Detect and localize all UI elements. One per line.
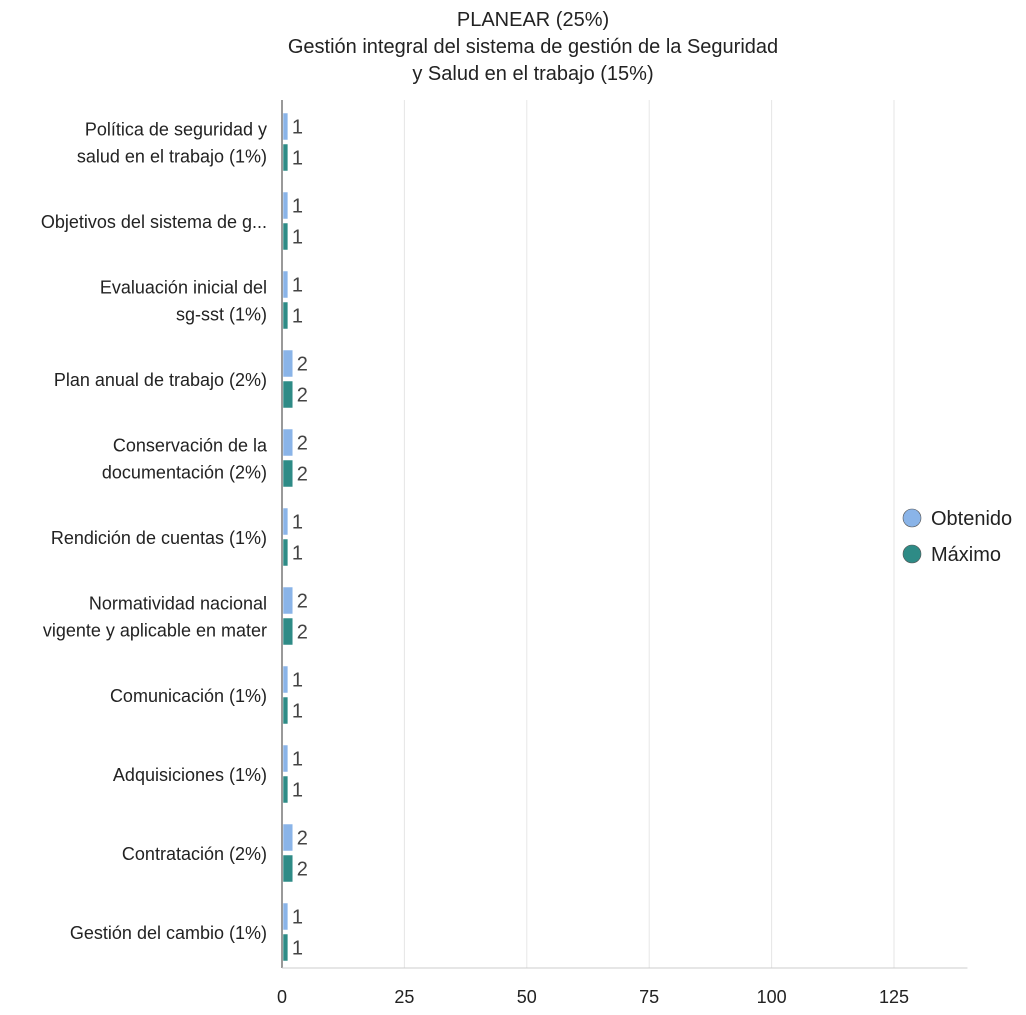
bar-maximo [282,775,289,804]
bar-obtenido [282,902,289,931]
x-tick-labels: 0 25 50 75 100 125 [277,987,909,1007]
chart-title-line: y Salud en el trabajo (15%) [412,63,653,85]
category-label: salud en el trabajo (1%) [77,147,267,167]
category-label: Comunicación (1%) [110,686,267,706]
category-label: documentación (2%) [102,463,267,483]
bar-obtenido [282,349,294,378]
bar-obtenido [282,665,289,694]
category-label: Adquisiciones (1%) [113,765,267,785]
chart-title: PLANEAR (25%) Gestión integral del sistem… [288,9,778,85]
category-label: Evaluación inicial del [100,278,267,298]
category-label: Conservación de la [113,436,268,456]
bar-value-label: 1 [292,148,303,170]
bar-obtenido [282,270,289,299]
category-label: Plan anual de trabajo (2%) [54,370,267,390]
bar-value-label: 1 [292,701,303,723]
bar-maximo [282,459,294,488]
bar-value-label: 1 [292,275,303,297]
bar-maximo [282,854,294,883]
bar-value-label: 2 [297,433,308,455]
bar-value-label: 2 [297,385,308,407]
category-label: Política de seguridad y [85,120,267,140]
bar-maximo [282,301,289,330]
bar-obtenido [282,428,294,457]
bar-value-label: 1 [292,306,303,328]
category-label: sg-sst (1%) [176,305,267,325]
category-label: Gestión del cambio (1%) [70,923,267,943]
bar-obtenido [282,744,289,773]
bar-obtenido [282,823,294,852]
bar-maximo [282,696,289,725]
legend-swatch [902,544,922,564]
category-label: Rendición de cuentas (1%) [51,528,267,548]
bar-value-label: 1 [292,749,303,771]
bar-maximo [282,380,294,409]
x-tick-label: 50 [517,987,537,1007]
x-tick-label: 75 [639,987,659,1007]
bar-obtenido [282,507,289,536]
x-tick-label: 125 [879,987,909,1007]
bar-maximo [282,933,289,962]
bar-obtenido [282,191,289,220]
bar-value-label: 1 [292,512,303,534]
x-tick-label: 100 [757,987,787,1007]
bar-value-label: 1 [292,670,303,692]
x-tick-label: 0 [277,987,287,1007]
bar-obtenido [282,112,289,141]
bar-maximo [282,617,294,646]
bar-value-label: 1 [292,938,303,960]
legend: Obtenido Máximo [902,508,1012,566]
chart-title-line: Gestión integral del sistema de gestión … [288,36,778,58]
bar-value-label: 1 [292,117,303,139]
bar-value-label: 2 [297,591,308,613]
bar-value-label: 2 [297,622,308,644]
bars: 1 1 1 1 1 1 2 2 2 2 1 1 2 2 1 1 1 1 2 2 1 1 [282,112,308,962]
bar-value-label: 2 [297,464,308,486]
category-label: Normatividad nacional [89,594,267,614]
bar-value-label: 1 [292,907,303,929]
legend-swatch [902,508,922,528]
category-label: vigente y aplicable en mater [43,621,267,641]
chart-title-line: PLANEAR (25%) [457,9,609,31]
category-label: Objetivos del sistema de g... [41,212,267,232]
legend-label: Máximo [931,544,1001,566]
gridlines [281,100,968,969]
bar-value-label: 1 [292,196,303,218]
bar-value-label: 1 [292,543,303,565]
bar-value-label: 2 [297,859,308,881]
bar-obtenido [282,586,294,615]
category-label: Contratación (2%) [122,844,267,864]
bar-maximo [282,538,289,567]
bar-value-label: 1 [292,227,303,249]
bar-value-label: 2 [297,354,308,376]
category-labels: Política de seguridad y salud en el traba… [41,120,268,944]
bar-value-label: 2 [297,828,308,850]
x-tick-label: 25 [394,987,414,1007]
legend-label: Obtenido [931,508,1012,530]
bar-maximo [282,222,289,251]
bar-maximo [282,143,289,172]
bar-value-label: 1 [292,780,303,802]
